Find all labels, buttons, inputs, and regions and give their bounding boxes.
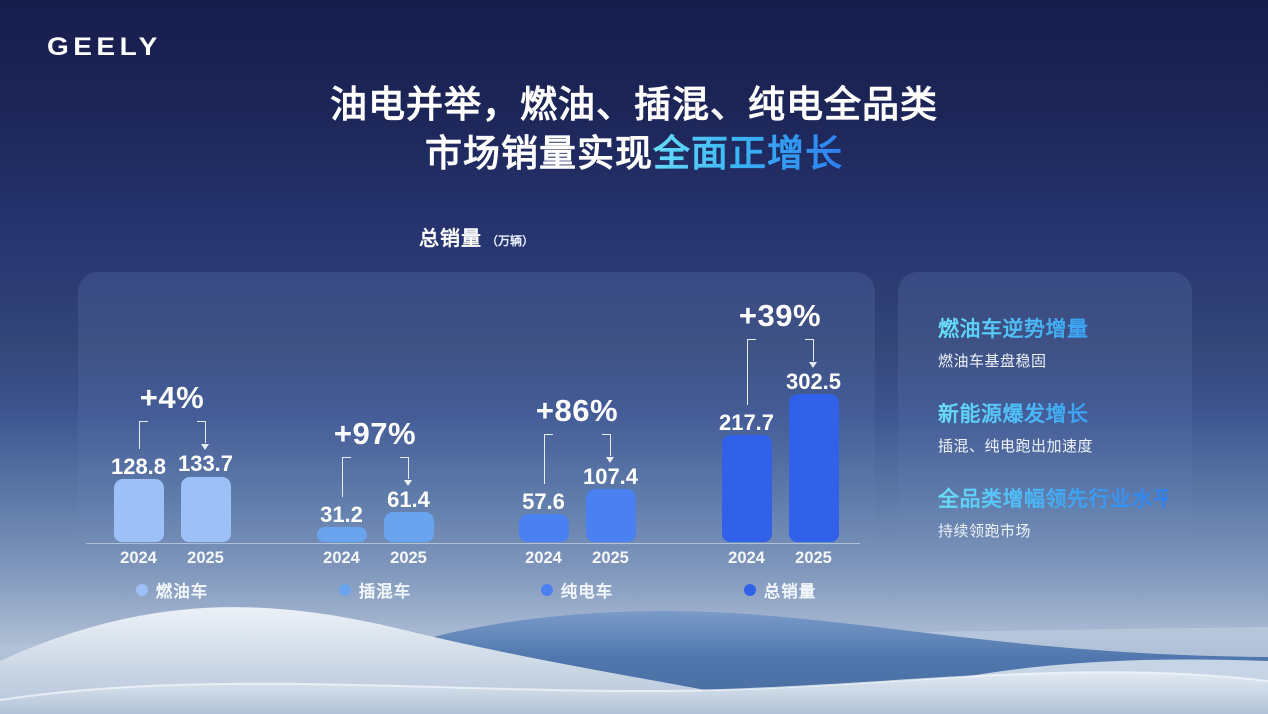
bar-2025 — [585, 489, 636, 542]
chart-title-text: 总销量 — [418, 228, 482, 250]
bar-2025 — [383, 511, 434, 542]
value-label-2024: 57.6 — [522, 488, 565, 514]
year-label-2024: 2024 — [323, 549, 360, 567]
bracket-left-icon — [543, 434, 553, 484]
value-label-2024: 217.7 — [718, 410, 775, 436]
value-label-2024: 31.2 — [320, 501, 363, 527]
insight-heading: 全品类增幅领先行业水平 — [938, 483, 1174, 513]
chart-title-unit: （万辆） — [485, 234, 534, 248]
bar-group-bev: +86% 57.6 107.4 2024 2025 纯电车 — [476, 0, 678, 714]
value-label-2025: 133.7 — [177, 451, 234, 477]
value-label-2025: 107.4 — [582, 464, 639, 490]
insight-panel: 燃油车逆势增量 燃油车基盘稳固 新能源爆发增长 插混、纯电跑出加速度 全品类增幅… — [898, 272, 1192, 560]
legend-item: 纯电车 — [476, 578, 678, 602]
growth-label: +39% — [738, 297, 822, 333]
bar-2024 — [721, 435, 772, 542]
year-label-2025: 2025 — [592, 549, 629, 567]
title-line1: 油电并举，燃油、插混、纯电全品类 — [330, 84, 938, 125]
bracket-right-icon — [399, 456, 412, 486]
arrow-down-icon — [606, 457, 614, 464]
legend-dot-icon — [338, 584, 351, 596]
insight-item-all: 全品类增幅领先行业水平 持续领跑市场 — [938, 483, 1174, 541]
chart-title: 总销量 （万辆） — [78, 222, 875, 251]
bar-group-fuel: +4% 128.8 133.7 2024 2025 燃油车 — [71, 0, 273, 714]
insight-heading: 新能源爆发增长 — [938, 398, 1168, 428]
slide-title: 油电并举，燃油、插混、纯电全品类 市场销量实现全面正增长 — [0, 80, 1268, 178]
legend-item: 插混车 — [274, 578, 476, 602]
insight-heading: 燃油车逆势增量 — [938, 313, 1168, 343]
geely-logo: GEELY — [47, 33, 162, 61]
bracket-left-icon — [746, 338, 756, 406]
legend-dot-icon — [135, 584, 148, 596]
growth-label: +86% — [535, 393, 619, 429]
legend-item: 燃油车 — [71, 578, 273, 602]
bar-2024 — [518, 513, 569, 542]
bracket-right-icon — [601, 434, 614, 464]
year-label-2025: 2025 — [187, 549, 224, 567]
bracket-right-icon — [196, 421, 209, 451]
legend-label: 总销量 — [763, 583, 817, 601]
legend-label: 插混车 — [358, 583, 412, 601]
bracket-right-icon — [804, 338, 817, 368]
growth-label: +97% — [333, 415, 417, 451]
legend-label: 纯电车 — [560, 583, 614, 601]
bar-2025 — [180, 476, 231, 542]
legend-label: 燃油车 — [155, 583, 209, 601]
bracket-left-icon — [138, 421, 148, 449]
title-line2: 市场销量实现全面正增长 — [0, 129, 1268, 178]
title-line2-highlight: 全面正增长 — [653, 133, 843, 174]
bar-2025 — [788, 393, 839, 542]
bar-2024 — [316, 526, 367, 542]
arrow-down-icon — [809, 361, 817, 368]
axis-baseline — [86, 543, 860, 544]
bar-2024 — [113, 478, 164, 542]
title-line2-prefix: 市场销量实现 — [425, 133, 653, 174]
insight-detail: 持续领跑市场 — [938, 523, 1032, 540]
legend-dot-icon — [743, 584, 756, 596]
insight-item-nev: 新能源爆发增长 插混、纯电跑出加速度 — [938, 398, 1168, 456]
year-label-2025: 2025 — [390, 549, 427, 567]
year-label-2024: 2024 — [120, 549, 157, 567]
arrow-down-icon — [404, 479, 412, 486]
legend-item: 总销量 — [679, 578, 881, 602]
value-label-2024: 128.8 — [110, 453, 167, 479]
bar-group-total: +39% 217.7 302.5 2024 2025 总销量 — [679, 0, 881, 714]
growth-label: +4% — [139, 380, 205, 416]
insight-detail: 燃油车基盘稳固 — [938, 353, 1047, 370]
insight-detail: 插混、纯电跑出加速度 — [938, 438, 1094, 455]
value-label-2025: 302.5 — [785, 368, 842, 394]
bracket-left-icon — [341, 456, 351, 497]
arrow-down-icon — [201, 444, 209, 451]
year-label-2025: 2025 — [795, 549, 832, 567]
year-label-2024: 2024 — [728, 549, 765, 567]
insight-item-fuel: 燃油车逆势增量 燃油车基盘稳固 — [938, 313, 1168, 371]
value-label-2025: 61.4 — [387, 486, 430, 512]
bar-group-phev: +97% 31.2 61.4 2024 2025 插混车 — [274, 0, 476, 714]
legend-dot-icon — [540, 584, 553, 596]
year-label-2024: 2024 — [525, 549, 562, 567]
